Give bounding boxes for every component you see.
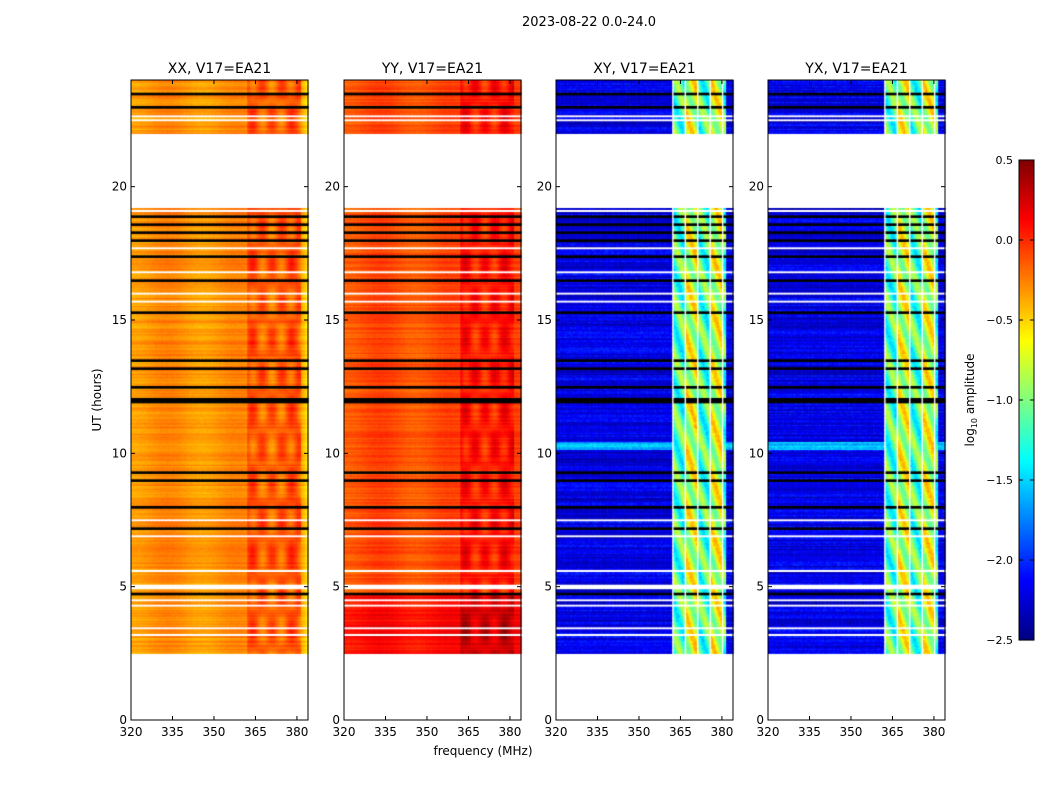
x-tick-label: 380 — [710, 725, 733, 739]
panel-title: XY, V17=EA21 — [593, 61, 695, 77]
panel-xy: XY, V17=EA21 320 335 350 365 380 0 5 10 15 20 — [537, 61, 734, 739]
x-tick-label: 320 — [757, 725, 780, 739]
x-tick-label: 320 — [333, 725, 356, 739]
figure-title: 2023-08-22 0.0-24.0 — [522, 15, 656, 30]
y-tick-label: 15 — [537, 313, 552, 327]
y-tick-label: 10 — [537, 446, 552, 460]
panel-frame — [555, 79, 734, 721]
y-tick-label: 15 — [112, 313, 127, 327]
colorbar-tick-label: −1.5 — [986, 474, 1013, 487]
x-tick-label: 365 — [669, 725, 692, 739]
y-axis-label: UT (hours) — [90, 368, 104, 431]
x-tick-label: 365 — [457, 725, 480, 739]
x-tick-label: 365 — [881, 725, 904, 739]
x-tick-label: 350 — [840, 725, 863, 739]
y-tick-label: 20 — [537, 180, 552, 194]
colorbar-tick-label: −0.5 — [986, 314, 1013, 327]
x-tick-label: 350 — [416, 725, 439, 739]
y-tick-label: 0 — [544, 713, 552, 727]
y-tick-label: 0 — [756, 713, 764, 727]
panel-frame — [343, 79, 522, 721]
panel-yy: YY, V17=EA21 320 335 350 365 380 0 5 10 15 20 — [325, 61, 522, 739]
panel-xx: XX, V17=EA21 320 335 350 365 380 0 5 10 15 20 — [112, 61, 309, 739]
x-tick-label: 380 — [285, 725, 308, 739]
x-tick-label: 335 — [798, 725, 821, 739]
colorbar-tick-label: −2.0 — [986, 554, 1013, 567]
colorbar-label: log10 amplitude — [963, 354, 979, 447]
x-tick-label: 335 — [586, 725, 609, 739]
colorbar-tick-label: 0.0 — [996, 234, 1014, 247]
y-tick-label: 20 — [749, 180, 764, 194]
colorbar-tick-label: 0.5 — [996, 154, 1014, 167]
y-tick-label: 10 — [749, 446, 764, 460]
x-tick-label: 335 — [161, 725, 184, 739]
x-tick-label: 380 — [498, 725, 521, 739]
x-tick-label: 335 — [374, 725, 397, 739]
panel-title: YX, V17=EA21 — [804, 61, 907, 77]
y-tick-label: 0 — [332, 713, 340, 727]
x-tick-label: 380 — [922, 725, 945, 739]
y-tick-label: 20 — [325, 180, 340, 194]
x-tick-label: 320 — [120, 725, 143, 739]
panel-title: YY, V17=EA21 — [381, 61, 483, 77]
y-tick-label: 5 — [332, 580, 340, 594]
x-tick-label: 350 — [628, 725, 651, 739]
x-axis-label: frequency (MHz) — [433, 744, 532, 758]
x-tick-label: 350 — [203, 725, 226, 739]
y-tick-label: 5 — [544, 580, 552, 594]
colorbar: log10 amplitude 0.5 0.0 −0.5 −1.0 −1.5 −2.0 −2… — [963, 154, 1035, 647]
y-tick-label: 15 — [749, 313, 764, 327]
y-tick-label: 5 — [119, 580, 127, 594]
y-tick-label: 15 — [325, 313, 340, 327]
y-tick-label: 0 — [119, 713, 127, 727]
panel-yx: YX, V17=EA21 320 335 350 365 380 0 5 10 15 20 — [749, 61, 946, 739]
y-tick-label: 10 — [325, 446, 340, 460]
y-tick-label: 5 — [756, 580, 764, 594]
colorbar-tick-label: −1.0 — [986, 394, 1013, 407]
x-tick-label: 320 — [545, 725, 568, 739]
y-tick-label: 20 — [112, 180, 127, 194]
panel-frame — [130, 79, 309, 721]
panel-frame — [767, 79, 946, 721]
y-tick-label: 10 — [112, 446, 127, 460]
panel-title: XX, V17=EA21 — [168, 61, 271, 77]
colorbar-tick-label: −2.5 — [986, 634, 1013, 647]
x-tick-label: 365 — [244, 725, 267, 739]
